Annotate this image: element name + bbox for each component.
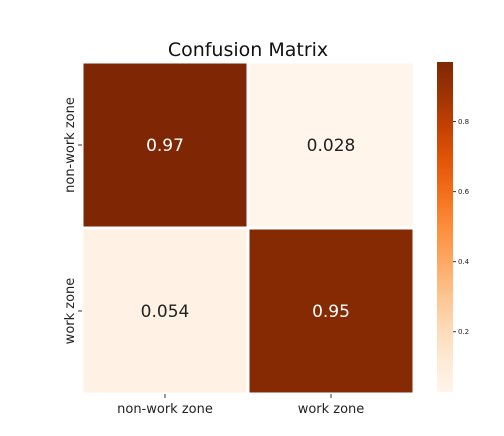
heatmap-cell xyxy=(246,60,416,230)
cell-value-label: 0.054 xyxy=(141,302,190,322)
x-tick-label: non-work zone xyxy=(117,402,213,417)
colorbar-tick-label: 0.8 xyxy=(458,118,469,126)
colorbar-ticks: 0.2 0.4 0.6 0.8 xyxy=(453,118,470,336)
x-axis: non-work zone work zone xyxy=(117,394,364,417)
colorbar-tick-label: 0.4 xyxy=(458,258,470,266)
colorbar-tick-label: 0.6 xyxy=(458,188,470,196)
cell-value-label: 0.95 xyxy=(312,302,350,322)
colorbar xyxy=(437,62,453,392)
y-tick-label: non-work zone xyxy=(63,97,78,193)
x-tick-label: work zone xyxy=(298,402,365,417)
chart-title: Confusion Matrix xyxy=(168,39,328,61)
heatmap-cells: 0.97 0.028 0.054 0.95 xyxy=(80,60,416,396)
cell-value-label: 0.97 xyxy=(146,136,184,156)
heatmap-cell xyxy=(80,226,250,396)
heatmap-cell xyxy=(246,226,416,396)
heatmap-cell xyxy=(80,60,250,230)
y-tick-label: work zone xyxy=(63,278,78,345)
y-axis: non-work zone work zone xyxy=(63,97,82,344)
colorbar-tick-label: 0.2 xyxy=(458,328,469,336)
cell-value-label: 0.028 xyxy=(307,136,356,156)
